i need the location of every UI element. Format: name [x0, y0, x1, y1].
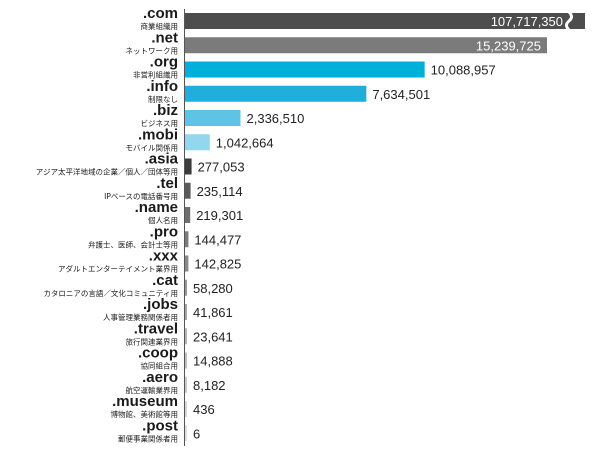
bars — [185, 10, 585, 442]
value-label: 144,477 — [194, 232, 241, 247]
value-label: 10,088,957 — [431, 63, 496, 78]
bar-museum — [185, 401, 187, 417]
tld-description: モバイル関係用 — [126, 143, 179, 152]
tld-label: .museum — [112, 393, 178, 410]
tld-label: .tel — [156, 175, 178, 192]
value-label: 1,042,664 — [216, 135, 274, 150]
tld-description: 弁護士、医師、会計士等用 — [88, 239, 178, 249]
tld-description: アジア太平洋地域の企業／個人／団体等用 — [36, 167, 178, 177]
bar-travel — [185, 328, 187, 345]
value-label: 58,280 — [193, 281, 233, 296]
bar-com — [185, 13, 585, 29]
value-label: 8,182 — [193, 378, 226, 393]
tld-label: .com — [143, 5, 178, 22]
bar-name — [185, 207, 191, 223]
bar-xxx — [185, 255, 189, 272]
tld-description: 人事管理業務関係者用 — [103, 312, 178, 322]
value-label: 2,336,510 — [247, 111, 305, 126]
value-label: 14,888 — [193, 354, 233, 369]
value-label: 235,114 — [197, 184, 243, 199]
bar-cat — [185, 279, 187, 296]
tld-label: .pro — [150, 223, 178, 240]
tld-description: 協同組合用 — [141, 361, 179, 371]
tld-label: .name — [135, 199, 178, 216]
value-label: 107,717,350 — [491, 14, 563, 29]
bar-tel — [185, 182, 191, 199]
tld-label: .aero — [142, 369, 178, 386]
tld-label: .net — [151, 29, 178, 46]
tld-label: .biz — [153, 102, 178, 119]
bar-aero — [185, 376, 187, 393]
tld-description: 博物館、美術館等用 — [111, 409, 179, 419]
tld-description: 航空運輸業界用 — [126, 385, 179, 395]
value-label: 6 — [193, 426, 200, 441]
value-label: 7,634,501 — [372, 87, 430, 102]
tld-label: .mobi — [138, 126, 178, 143]
axis-break-mark — [565, 10, 573, 32]
bar-jobs — [185, 304, 187, 320]
bar-post — [185, 425, 187, 442]
tld-label: .cat — [152, 272, 178, 289]
tld-description: 非営利組織用 — [133, 70, 178, 80]
value-label: 142,825 — [194, 257, 241, 272]
tld-label: .coop — [138, 345, 178, 362]
tld-label: .post — [142, 417, 178, 434]
tld-description: カタロニアの言語／文化コミュニティ用 — [43, 288, 178, 298]
tld-label: .xxx — [149, 248, 179, 265]
tld-description: 個人名用 — [148, 215, 178, 225]
tld-description: ビジネス用 — [141, 119, 179, 128]
value-label: 15,239,725 — [476, 38, 541, 53]
tld-description: 旅行関連業界用 — [126, 336, 179, 346]
bar-net — [185, 37, 547, 54]
tld-description: 商業組織用 — [141, 21, 179, 31]
bar-pro — [185, 231, 189, 248]
value-label: 41,861 — [193, 305, 233, 320]
value-labels: 107,717,350 15,239,725 10,088,9577,634,501… — [193, 14, 563, 441]
tld-description: ネットワーク用 — [126, 46, 179, 55]
bar-asia — [185, 158, 192, 175]
value-label: 436 — [193, 402, 215, 417]
tld-label: .jobs — [143, 296, 178, 313]
bar-org — [185, 61, 425, 78]
bar-mobi — [185, 134, 210, 151]
bar-biz — [185, 110, 241, 126]
tld-description: 制限なし — [148, 94, 178, 104]
bar-coop — [185, 352, 187, 369]
value-label: 277,053 — [198, 160, 245, 175]
bar-info — [185, 85, 367, 102]
tld-description: IPベースの電話番号用 — [104, 191, 178, 201]
value-label: 23,641 — [193, 329, 233, 344]
tld-label: .org — [150, 54, 178, 71]
category-labels: .com商業組織用.netネットワーク用.org非営利組織用.info制限なし.… — [36, 5, 179, 443]
tld-description: アダルトエンターテイメント業界用 — [58, 264, 178, 274]
value-label: 219,301 — [196, 208, 243, 223]
tld-label: .asia — [145, 151, 179, 168]
tld-label: .info — [146, 78, 178, 95]
tld-description: 郵便事業関係者用 — [118, 433, 178, 443]
tld-label: .travel — [134, 320, 178, 337]
